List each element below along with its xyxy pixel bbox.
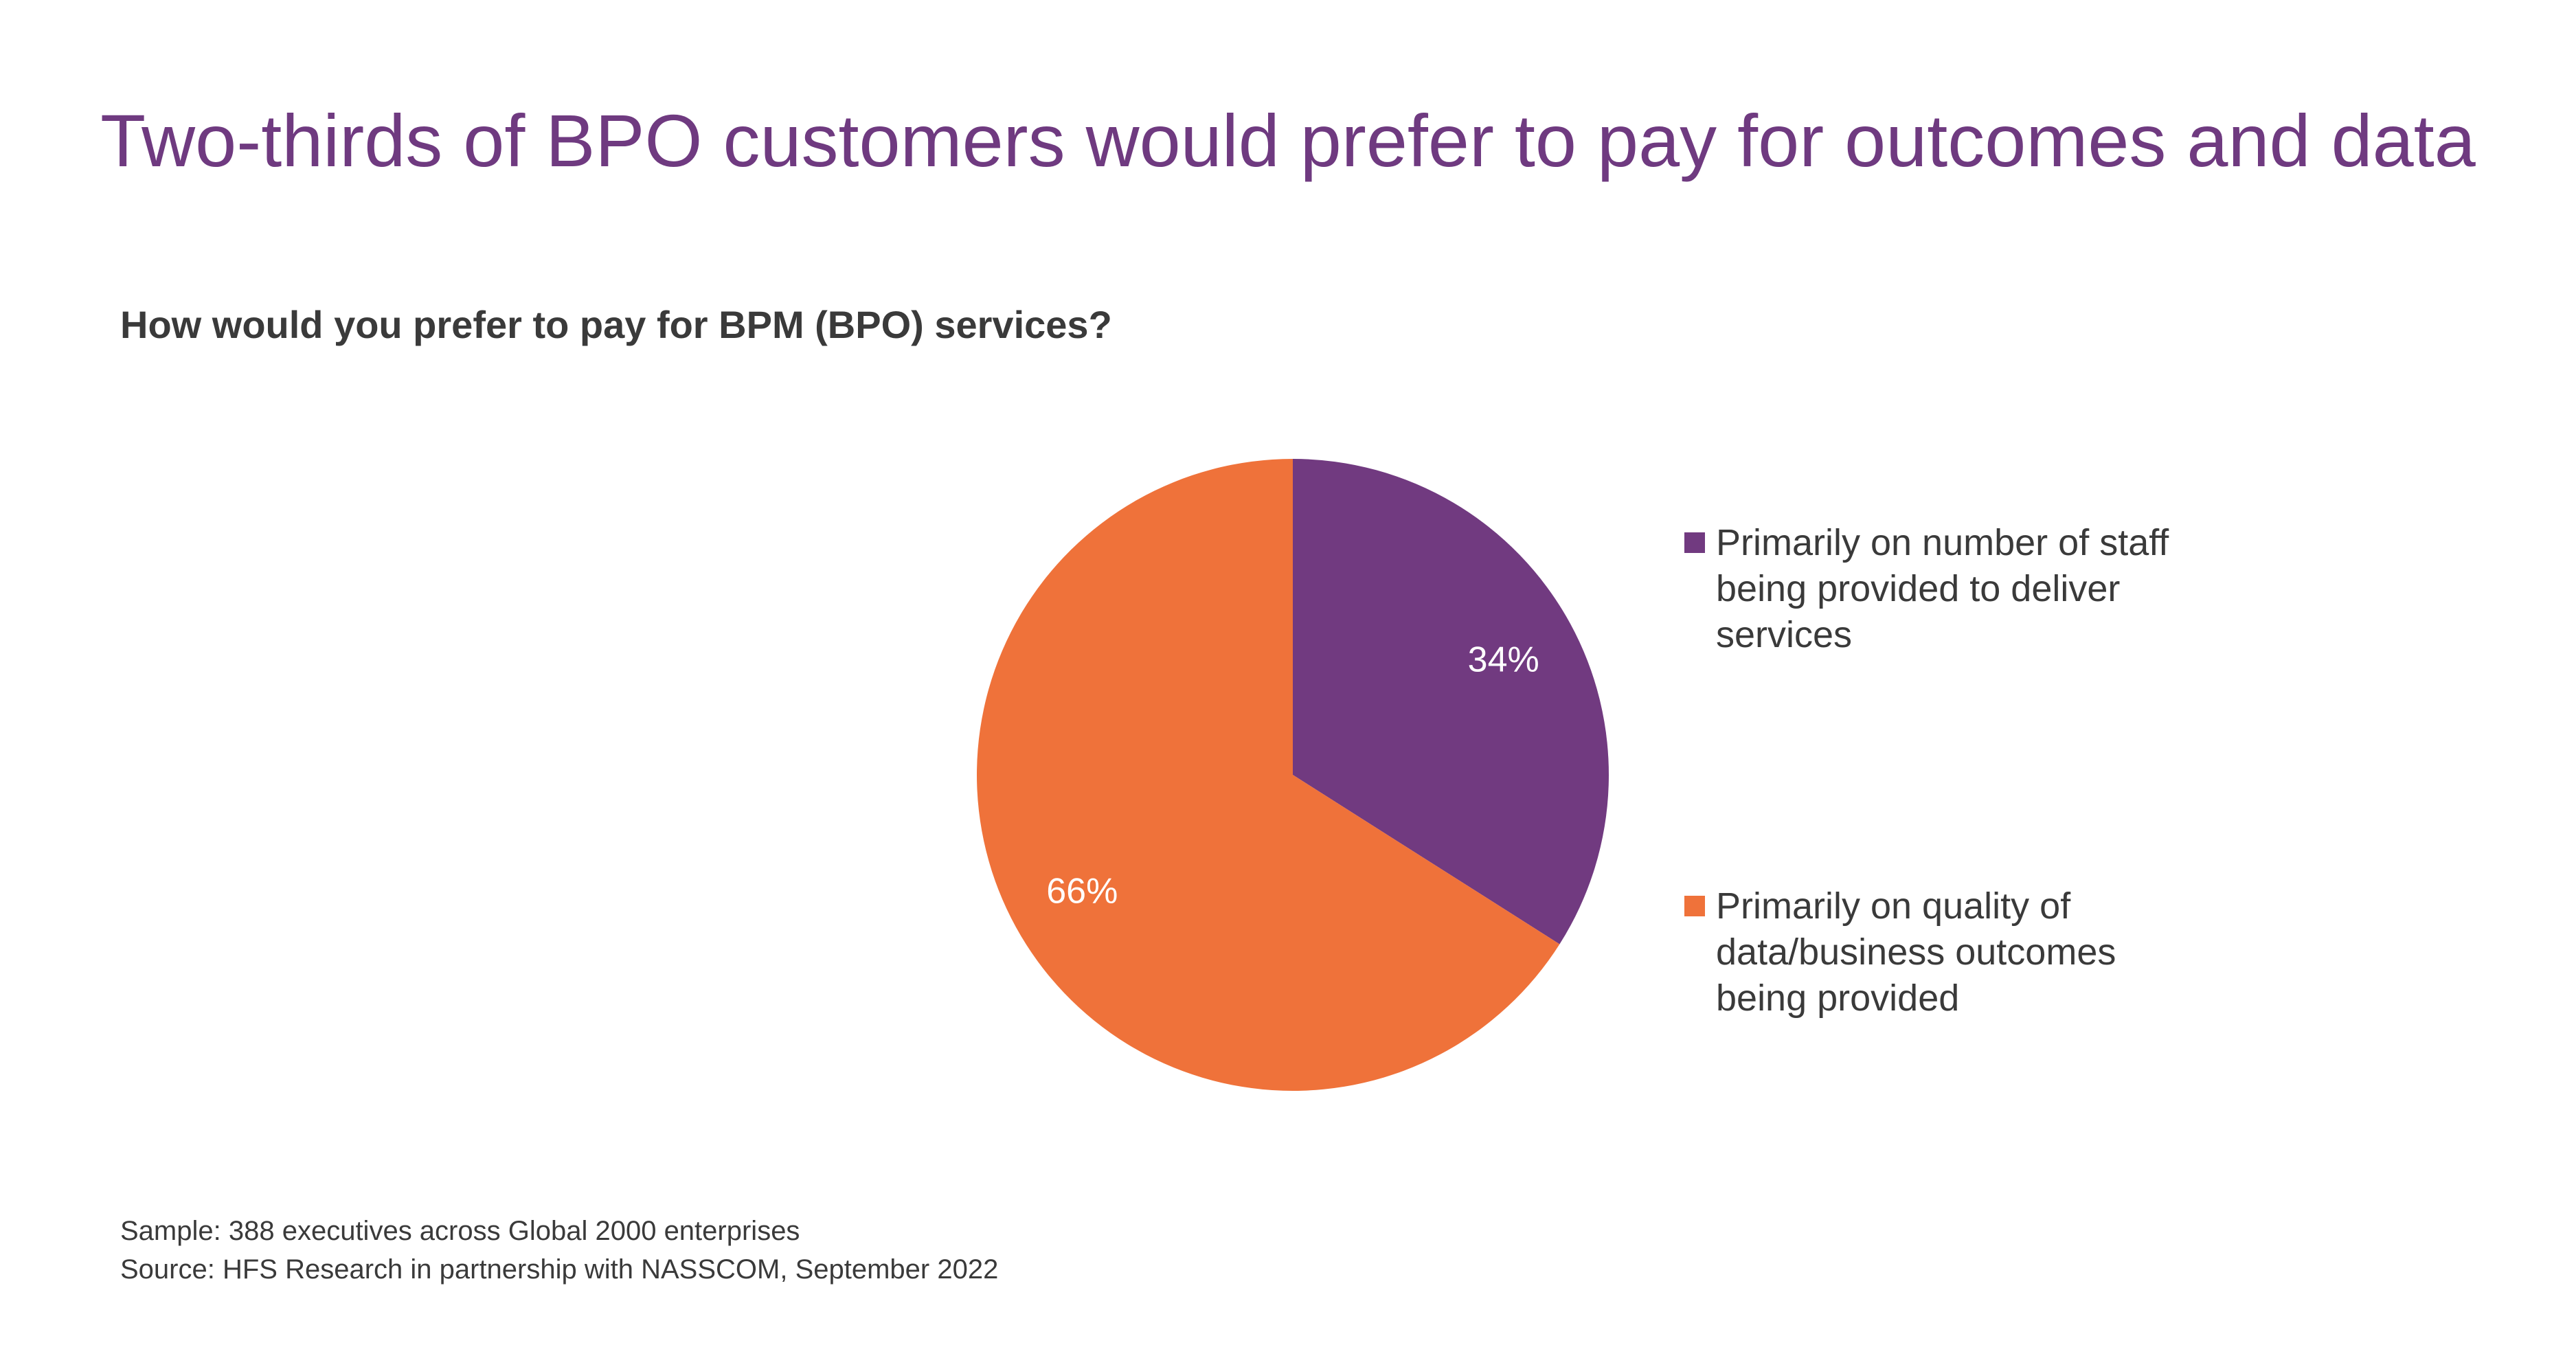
pie-label-outcomes: 66% xyxy=(1046,872,1118,912)
legend-label-staff: Primarily on number of staff being provi… xyxy=(1716,522,2169,655)
pie-slice-staff xyxy=(1293,459,1609,945)
chart-question: How would you prefer to pay for BPM (BPO… xyxy=(120,303,1112,346)
pie-slices xyxy=(976,459,1609,1092)
legend-label-outcomes: Primarily on quality of data/business ou… xyxy=(1716,885,2116,1019)
pie-labels: 34% 66% xyxy=(1046,640,1539,911)
legend-swatch-outcomes xyxy=(1684,896,1705,916)
page-title: Two-thirds of BPO customers would prefer… xyxy=(100,99,2476,182)
legend-item-outcomes: Primarily on quality of data/business ou… xyxy=(1684,883,2220,1021)
pie-label-staff: 34% xyxy=(1468,640,1539,679)
legend-item-staff: Primarily on number of staff being provi… xyxy=(1684,520,2220,658)
footnote-source: Source: HFS Research in partnership with… xyxy=(120,1254,999,1285)
footnote-sample: Sample: 388 executives across Global 200… xyxy=(120,1216,800,1246)
legend-swatch-staff xyxy=(1684,532,1705,553)
pie-slice-outcomes xyxy=(976,459,1560,1092)
